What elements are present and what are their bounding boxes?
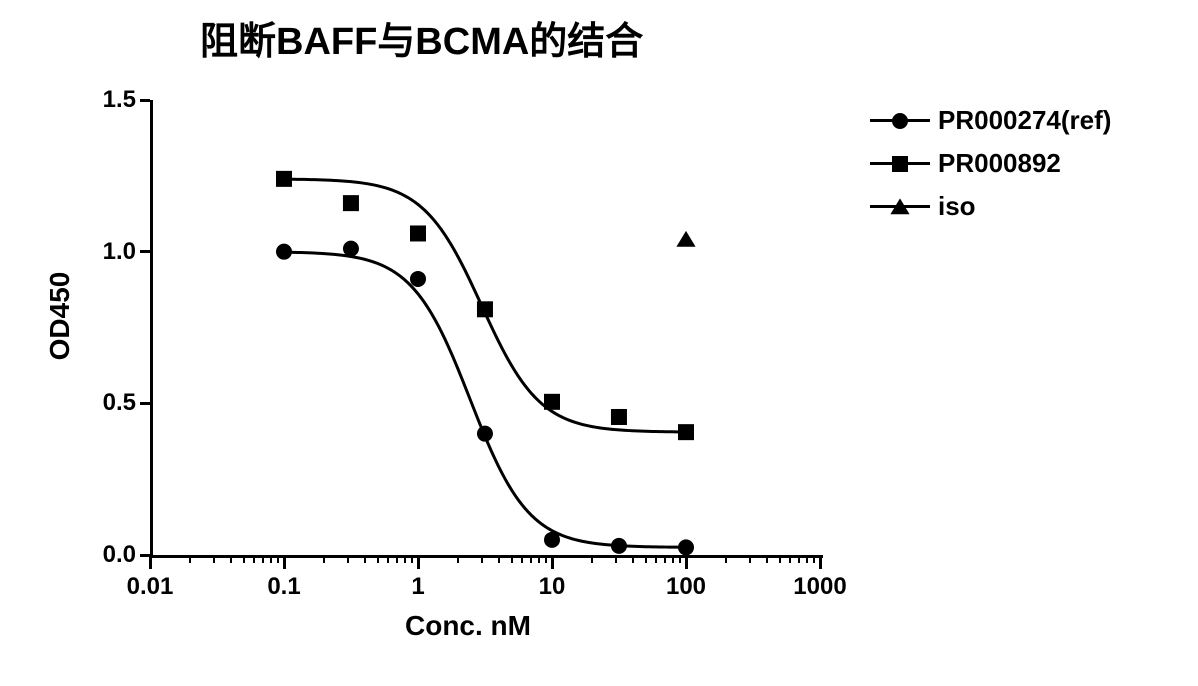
x-tick-label: 0.1 xyxy=(267,573,300,601)
x-axis-label: Conc. nM xyxy=(405,610,531,642)
x-tick-label: 0.01 xyxy=(127,573,174,601)
legend-marker xyxy=(870,195,930,219)
y-tick-label: 0.0 xyxy=(86,541,136,569)
y-axis-label: OD450 xyxy=(44,266,76,366)
y-tick-label: 0.5 xyxy=(86,389,136,417)
y-tick-mark xyxy=(140,250,150,253)
legend-marker xyxy=(870,152,930,176)
x-tick-label: 100 xyxy=(666,573,706,601)
y-tick-label: 1.5 xyxy=(86,86,136,114)
legend-item: PR000274(ref) xyxy=(870,105,1111,136)
y-tick-mark xyxy=(140,99,150,102)
legend-label: PR000892 xyxy=(938,148,1061,179)
legend-label: iso xyxy=(938,191,976,222)
legend-marker xyxy=(870,109,930,133)
y-tick-label: 1.0 xyxy=(86,238,136,266)
chart-container: 阻断BAFF与BCMA的结合 OD450 Conc. nM 0.0 0.5 1.0 1… xyxy=(0,0,1198,686)
legend-item: PR000892 xyxy=(870,148,1111,179)
y-tick-mark xyxy=(140,402,150,405)
legend-label: PR000274(ref) xyxy=(938,105,1111,136)
x-tick-label: 1000 xyxy=(793,573,846,601)
plot-area xyxy=(150,100,823,558)
chart-title: 阻断BAFF与BCMA的结合 xyxy=(200,10,643,65)
legend: PR000274(ref) PR000892 iso xyxy=(870,105,1111,234)
x-tick-label: 1 xyxy=(411,573,424,601)
x-tick-label: 10 xyxy=(539,573,566,601)
legend-item: iso xyxy=(870,191,1111,222)
